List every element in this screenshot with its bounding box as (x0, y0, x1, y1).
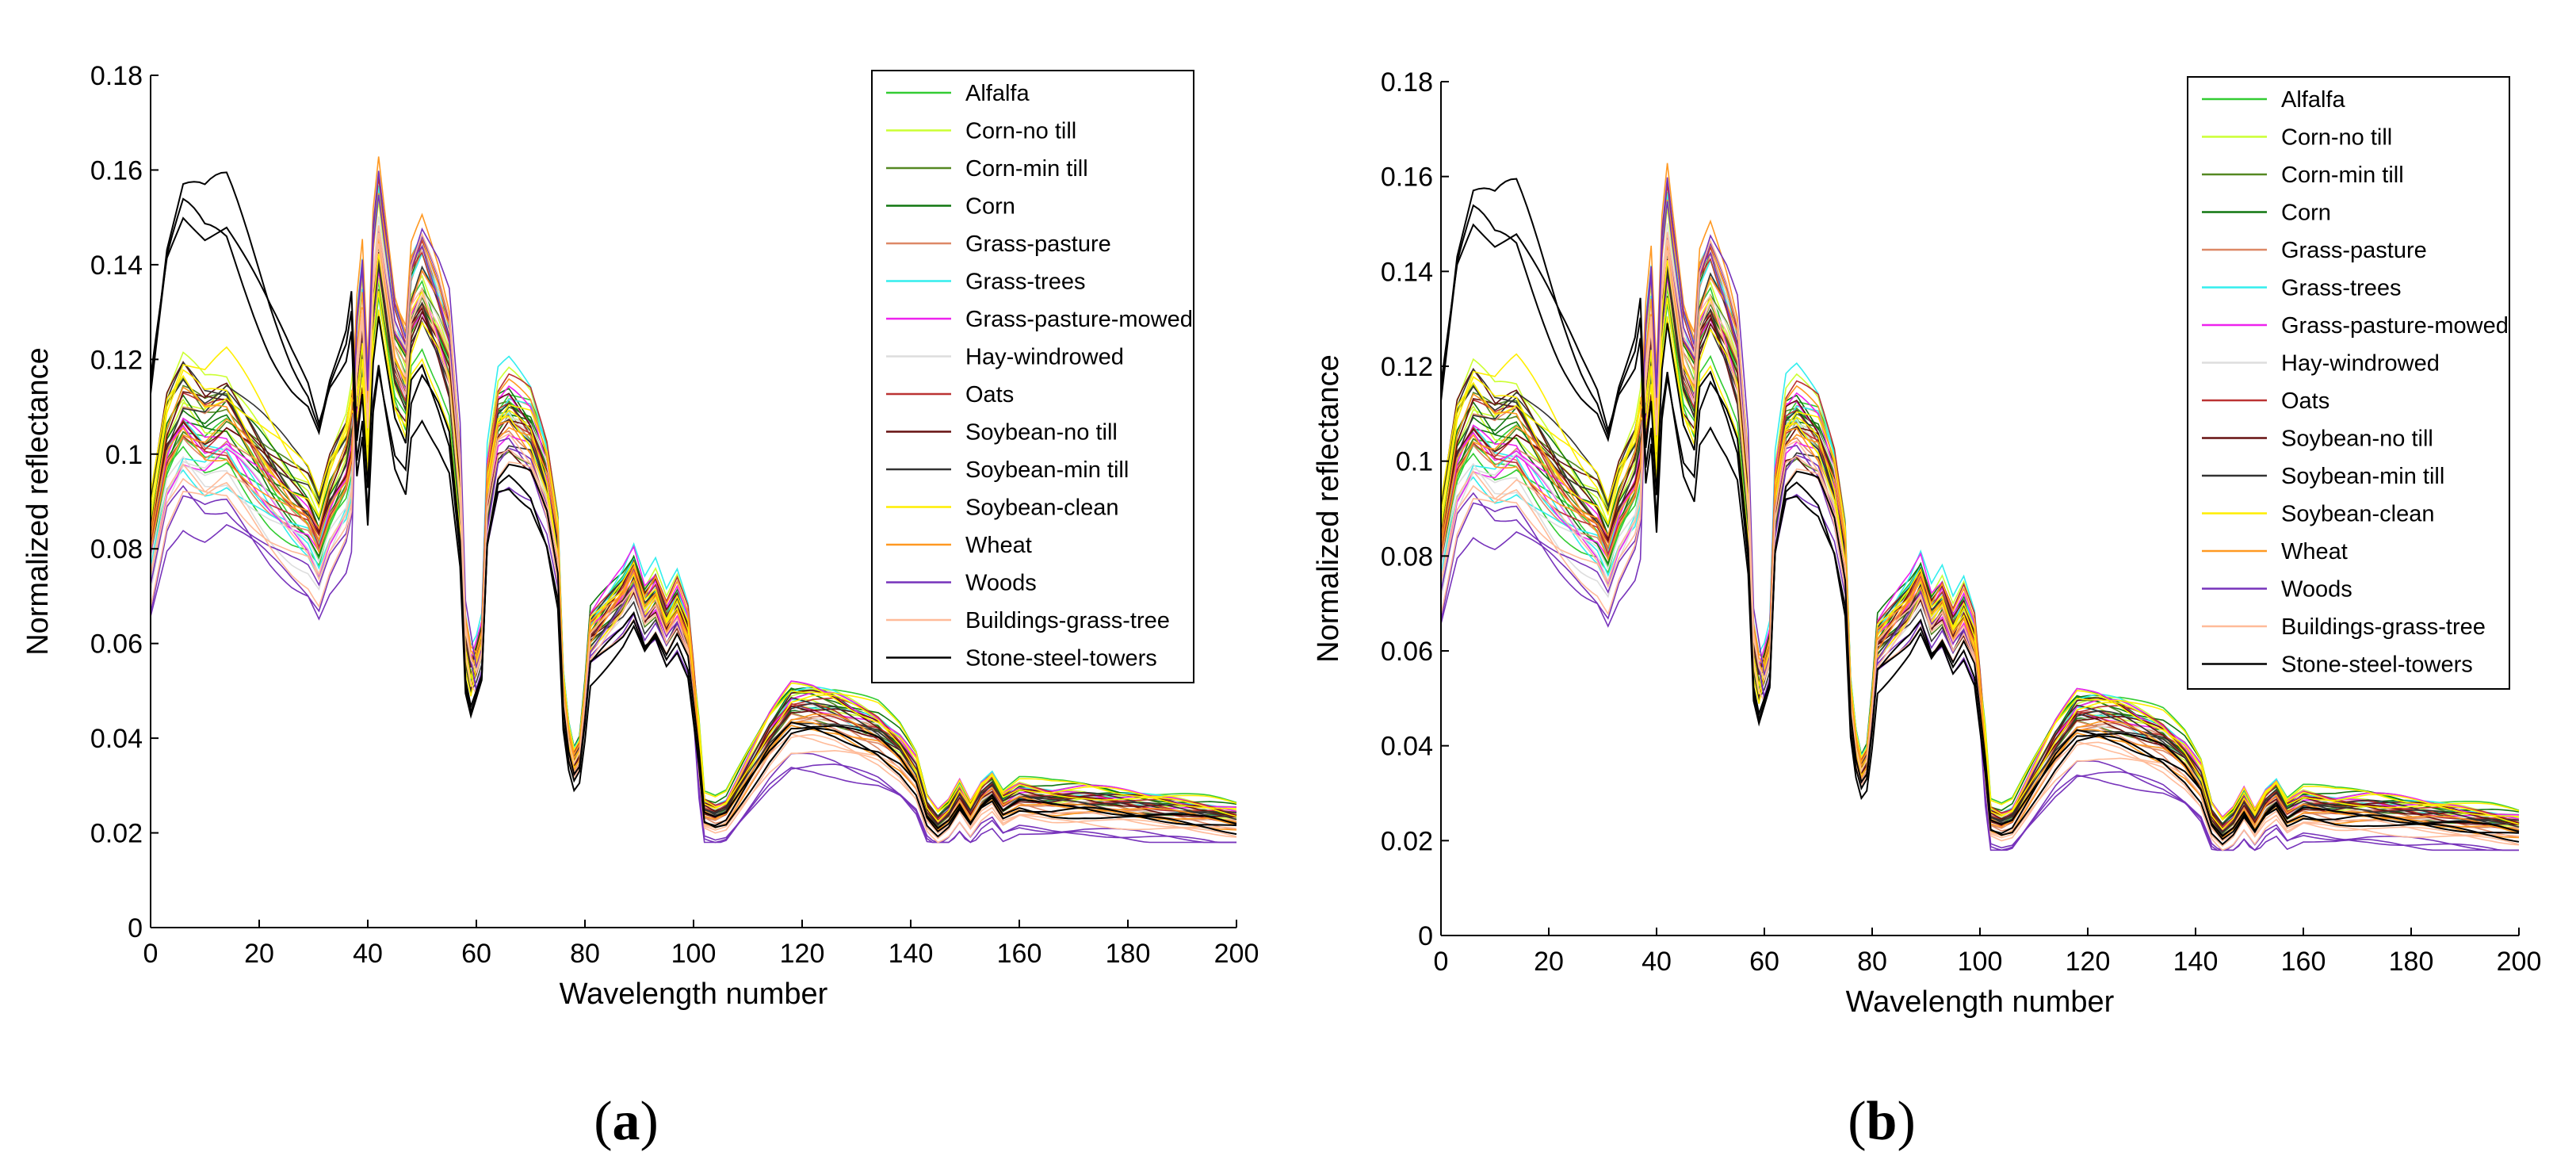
y-tick-label: 0.16 (1381, 163, 1433, 193)
legend-entry: Grass-pasture-mowed (2281, 313, 2509, 339)
series-line-stone-steel-towers (150, 171, 1237, 833)
x-tick-label: 0 (143, 939, 159, 969)
x-tick-label: 140 (889, 939, 934, 969)
y-tick-label: 0 (128, 913, 143, 943)
x-tick-label: 140 (2173, 947, 2219, 977)
panel-label: (b) (1848, 1091, 1916, 1152)
x-tick-label: 200 (2497, 947, 2542, 977)
legend-entry: Alfalfa (2281, 87, 2345, 113)
chart-panel-a: 0 20 40 60 80 100 120 140 160 180 200 0 0.02 0.04 0.06… (21, 61, 1259, 1011)
legend-box (2187, 76, 2510, 690)
legend-entry: Corn (965, 194, 1015, 220)
legend-entry: Grass-pasture (2281, 238, 2427, 263)
y-tick-label: 0.02 (90, 819, 143, 849)
y-tick-label: 0.12 (1381, 352, 1433, 382)
legend-entry: Buildings-grass-tree (2281, 614, 2486, 640)
legend-entry: Oats (2281, 388, 2329, 414)
x-tick-label: 40 (353, 939, 383, 969)
legend-entry: Corn-no till (965, 119, 1076, 144)
x-tick-label: 20 (244, 939, 274, 969)
legend-entry: Hay-windrowed (2281, 351, 2440, 377)
y-tick-label: 0 (1418, 921, 1433, 951)
legend-box (871, 70, 1194, 683)
legend: Alfalfa Corn-no till Corn-min till Corn Gras… (2187, 76, 2510, 690)
legend-entry: Soybean-clean (965, 495, 1118, 521)
legend-entry: Grass-pasture (965, 231, 1111, 257)
series-line-stone-steel-towers (150, 216, 1237, 830)
x-axis-label: Wavelength number (560, 978, 828, 1011)
series-line-wheat (1440, 163, 2520, 839)
x-tick-label: 80 (570, 939, 600, 969)
legend-entry: Oats (965, 382, 1014, 407)
legend-entry: Wheat (965, 533, 1032, 558)
y-tick-label: 0.1 (1396, 447, 1433, 477)
legend-entry: Grass-trees (2281, 276, 2401, 301)
x-tick-label: 200 (1214, 939, 1259, 969)
chart-panel-b: 0 20 40 60 80 100 120 140 160 180 200 0 0.02 0.04 0.06… (1312, 67, 2541, 1019)
y-tick-label: 0.08 (90, 534, 143, 564)
legend-entry: Buildings-grass-tree (965, 608, 1170, 633)
y-tick-label: 0.04 (90, 724, 143, 754)
legend-entry: Corn-min till (965, 156, 1088, 182)
x-tick-label: 160 (2281, 947, 2326, 977)
x-tick-label: 60 (1749, 947, 1779, 977)
x-tick-label: 120 (2066, 947, 2111, 977)
series-line-stone-steel-towers (1440, 178, 2520, 840)
x-axis-label: Wavelength number (1846, 985, 2115, 1019)
y-tick-label: 0.1 (105, 440, 143, 470)
y-tick-label: 0.18 (1381, 67, 1433, 98)
x-tick-label: 20 (1534, 947, 1564, 977)
legend-entry: Soybean-clean (2281, 502, 2434, 527)
legend-entry: Alfalfa (965, 81, 1030, 106)
series-line-stone-steel-towers (1440, 223, 2520, 838)
legend-entry: Stone-steel-towers (965, 646, 1157, 672)
legend-entry: Woods (2281, 577, 2352, 603)
y-tick-label: 0.06 (90, 629, 143, 660)
legend-entry: Soybean-no till (965, 420, 1118, 446)
series-line-wheat (150, 156, 1237, 831)
legend-entry: Corn-no till (2281, 125, 2392, 151)
y-tick-label: 0.16 (90, 155, 143, 186)
legend-entry: Woods (965, 571, 1037, 596)
y-tick-label: 0.12 (90, 345, 143, 375)
y-tick-label: 0.14 (90, 251, 143, 281)
x-tick-label: 180 (2389, 947, 2434, 977)
x-tick-label: 180 (1106, 939, 1151, 969)
legend-entry: Hay-windrowed (965, 345, 1124, 370)
series-lines (1440, 163, 2520, 851)
legend-entry: Grass-pasture-mowed (965, 307, 1193, 332)
y-tick-label: 0.02 (1381, 826, 1433, 856)
y-tick-label: 0.18 (90, 61, 143, 91)
legend-entry: Stone-steel-towers (2281, 652, 2473, 678)
legend-entry: Soybean-min till (2281, 464, 2444, 489)
legend-entry: Soybean-no till (2281, 427, 2433, 452)
x-tick-label: 120 (780, 939, 825, 969)
x-tick-label: 60 (461, 939, 491, 969)
legend-entry: Corn (2281, 201, 2331, 226)
x-tick-label: 100 (1958, 947, 2003, 977)
x-tick-label: 0 (1434, 947, 1449, 977)
x-tick-label: 160 (997, 939, 1042, 969)
y-axis-label: Normalized reflectance (21, 347, 55, 656)
legend-entry: Corn-min till (2281, 163, 2404, 188)
y-axis-label: Normalized reflectance (1312, 354, 1345, 663)
panel-label: (a) (594, 1091, 659, 1152)
y-tick-label: 0.08 (1381, 541, 1433, 572)
x-tick-label: 40 (1642, 947, 1672, 977)
legend-entry: Grass-trees (965, 270, 1085, 295)
legend-entry: Soybean-min till (965, 457, 1129, 483)
x-tick-label: 100 (671, 939, 717, 969)
legend: Alfalfa Corn-no till Corn-min till Corn Gras… (871, 70, 1194, 683)
x-tick-label: 80 (1857, 947, 1887, 977)
series-lines (150, 156, 1237, 844)
y-tick-label: 0.04 (1381, 732, 1433, 762)
y-tick-label: 0.14 (1381, 257, 1433, 287)
y-tick-label: 0.06 (1381, 637, 1433, 667)
legend-entry: Wheat (2281, 539, 2348, 564)
